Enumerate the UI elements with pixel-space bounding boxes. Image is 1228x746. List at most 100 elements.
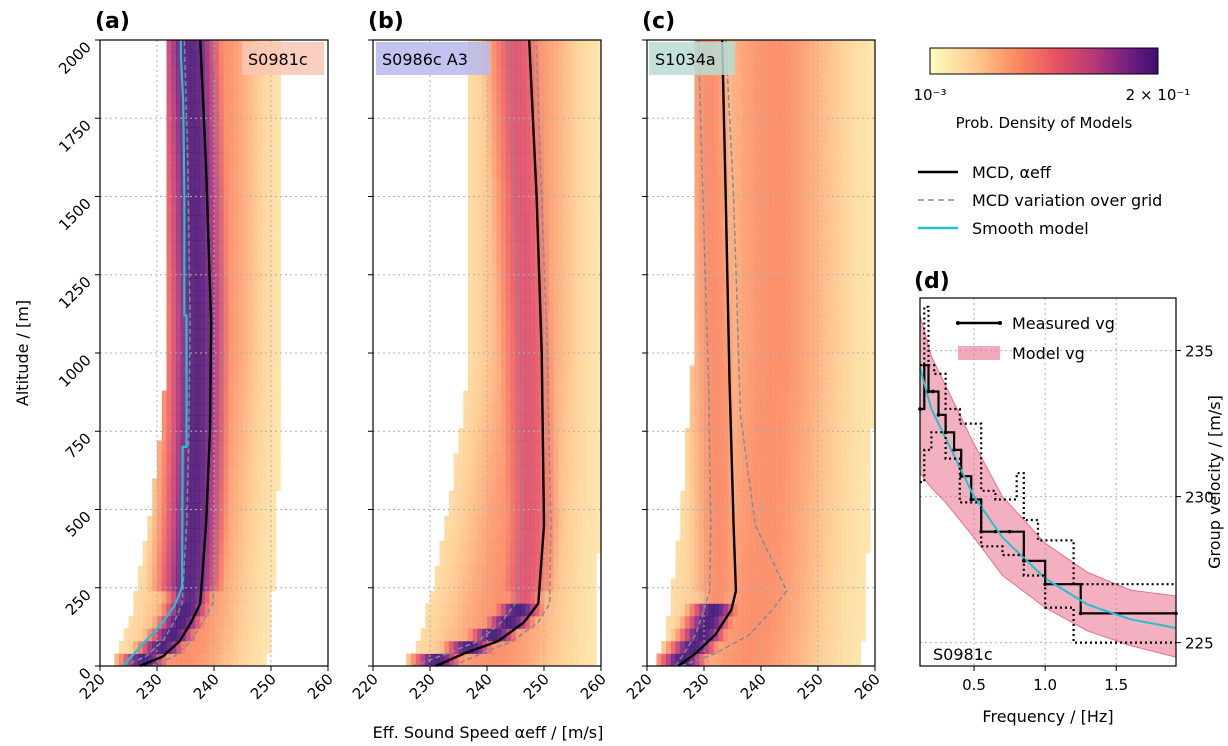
heatmap-cell: [765, 465, 771, 479]
heatmap-cell: [827, 453, 833, 467]
heatmap-cell: [510, 290, 516, 304]
heatmap-cell: [794, 52, 800, 66]
heatmap-cell: [789, 553, 795, 567]
heatmap-cell: [548, 540, 554, 554]
heatmap-cell: [713, 290, 719, 304]
heatmap-cell: [704, 553, 710, 567]
heatmap-cell: [727, 177, 733, 191]
heatmap-cell: [520, 240, 526, 254]
heatmap-cell: [487, 428, 493, 441]
heatmap-cell: [185, 65, 191, 78]
heatmap-cell: [506, 515, 512, 529]
heatmap-cell: [761, 590, 767, 604]
heatmap-cell: [233, 415, 239, 429]
heatmap-cell: [713, 115, 719, 128]
heatmap-cell: [723, 277, 729, 291]
heatmap-cell: [591, 378, 597, 391]
heatmap-cell: [237, 540, 243, 554]
heatmap-cell: [751, 315, 757, 329]
heatmap-cell: [694, 428, 700, 441]
heatmap-cell: [534, 415, 540, 429]
heatmap-cell: [799, 453, 805, 467]
heatmap-cell: [808, 240, 814, 254]
heatmap-cell: [199, 227, 205, 241]
heatmap-cell: [860, 365, 866, 379]
heatmap-cell: [506, 302, 512, 316]
heatmap-cell: [242, 252, 248, 266]
heatmap-cell: [171, 590, 177, 604]
heatmap-cell: [449, 578, 455, 592]
heatmap-cell: [572, 578, 578, 592]
heatmap-cell: [813, 277, 819, 291]
heatmap-cell: [510, 265, 516, 279]
heatmap-cell: [242, 152, 248, 166]
heatmap-cell: [482, 453, 488, 467]
heatmap-cell: [713, 365, 719, 379]
heatmap-cell: [577, 65, 583, 78]
heatmap-cell: [157, 465, 163, 479]
heatmap-cell: [563, 378, 569, 391]
heatmap-cell: [832, 641, 838, 654]
heatmap-cell: [567, 615, 573, 629]
heatmap-cell: [482, 90, 488, 103]
heatmap-cell: [501, 102, 507, 116]
heatmap-cell: [472, 603, 478, 617]
heatmap-cell: [468, 365, 474, 379]
heatmap-cell: [803, 540, 809, 554]
heatmap-cell: [851, 215, 857, 229]
heatmap-cell: [567, 77, 573, 91]
heatmap-cell: [751, 215, 757, 229]
heatmap-cell: [582, 265, 588, 279]
heatmap-cell: [171, 603, 177, 617]
heatmap-cell: [491, 328, 497, 341]
heatmap-cell: [822, 215, 828, 229]
heatmap-cell: [529, 503, 535, 517]
heatmap-cell: [751, 378, 757, 391]
heatmap-cell: [487, 515, 493, 529]
heatmap-cell: [860, 590, 866, 604]
heatmap-cell: [487, 390, 493, 404]
heatmap-cell: [780, 590, 786, 604]
heatmap-cell: [765, 415, 771, 429]
heatmap-cell: [865, 365, 871, 379]
heatmap-cell: [832, 490, 838, 504]
heatmap-cell: [199, 641, 205, 654]
heatmap-cell: [558, 528, 564, 542]
heatmap-cell: [856, 603, 862, 617]
heatmap-cell: [803, 390, 809, 404]
heatmap-cell: [837, 302, 843, 316]
heatmap-cell: [209, 453, 215, 467]
heatmap-cell: [548, 628, 554, 642]
y-tick-label: 250: [62, 586, 95, 619]
heatmap-cell: [472, 578, 478, 592]
heatmap-cell: [261, 453, 267, 467]
heatmap-cell: [510, 227, 516, 241]
heatmap-cell: [770, 127, 776, 141]
heatmap-cell: [233, 240, 239, 254]
heatmap-cell: [534, 77, 540, 91]
heatmap-cell: [157, 628, 163, 642]
heatmap-cell: [727, 290, 733, 304]
mcd-variation-line: [674, 39, 712, 667]
heatmap-cell: [756, 478, 762, 492]
heatmap-cell: [708, 440, 714, 454]
heatmap-cell: [708, 503, 714, 517]
heatmap-cell: [223, 553, 229, 567]
heatmap-cell: [468, 540, 474, 554]
heatmap-cell: [487, 440, 493, 454]
heatmap-cell: [171, 252, 177, 266]
heatmap-cell: [577, 653, 583, 667]
heatmap-cell: [204, 365, 210, 379]
heatmap-cell: [596, 77, 602, 91]
heatmap-cell: [732, 340, 738, 354]
heatmap-cell: [128, 615, 134, 629]
heatmap-cell: [190, 152, 196, 166]
heatmap-cell: [699, 353, 705, 366]
heatmap-cell: [209, 277, 215, 291]
heatmap-cell: [510, 615, 516, 629]
heatmap-cell: [520, 565, 526, 579]
heatmap-cell: [487, 540, 493, 554]
heatmap-cell: [176, 277, 182, 291]
heatmap-cell: [851, 378, 857, 391]
heatmap-cell: [591, 165, 597, 179]
